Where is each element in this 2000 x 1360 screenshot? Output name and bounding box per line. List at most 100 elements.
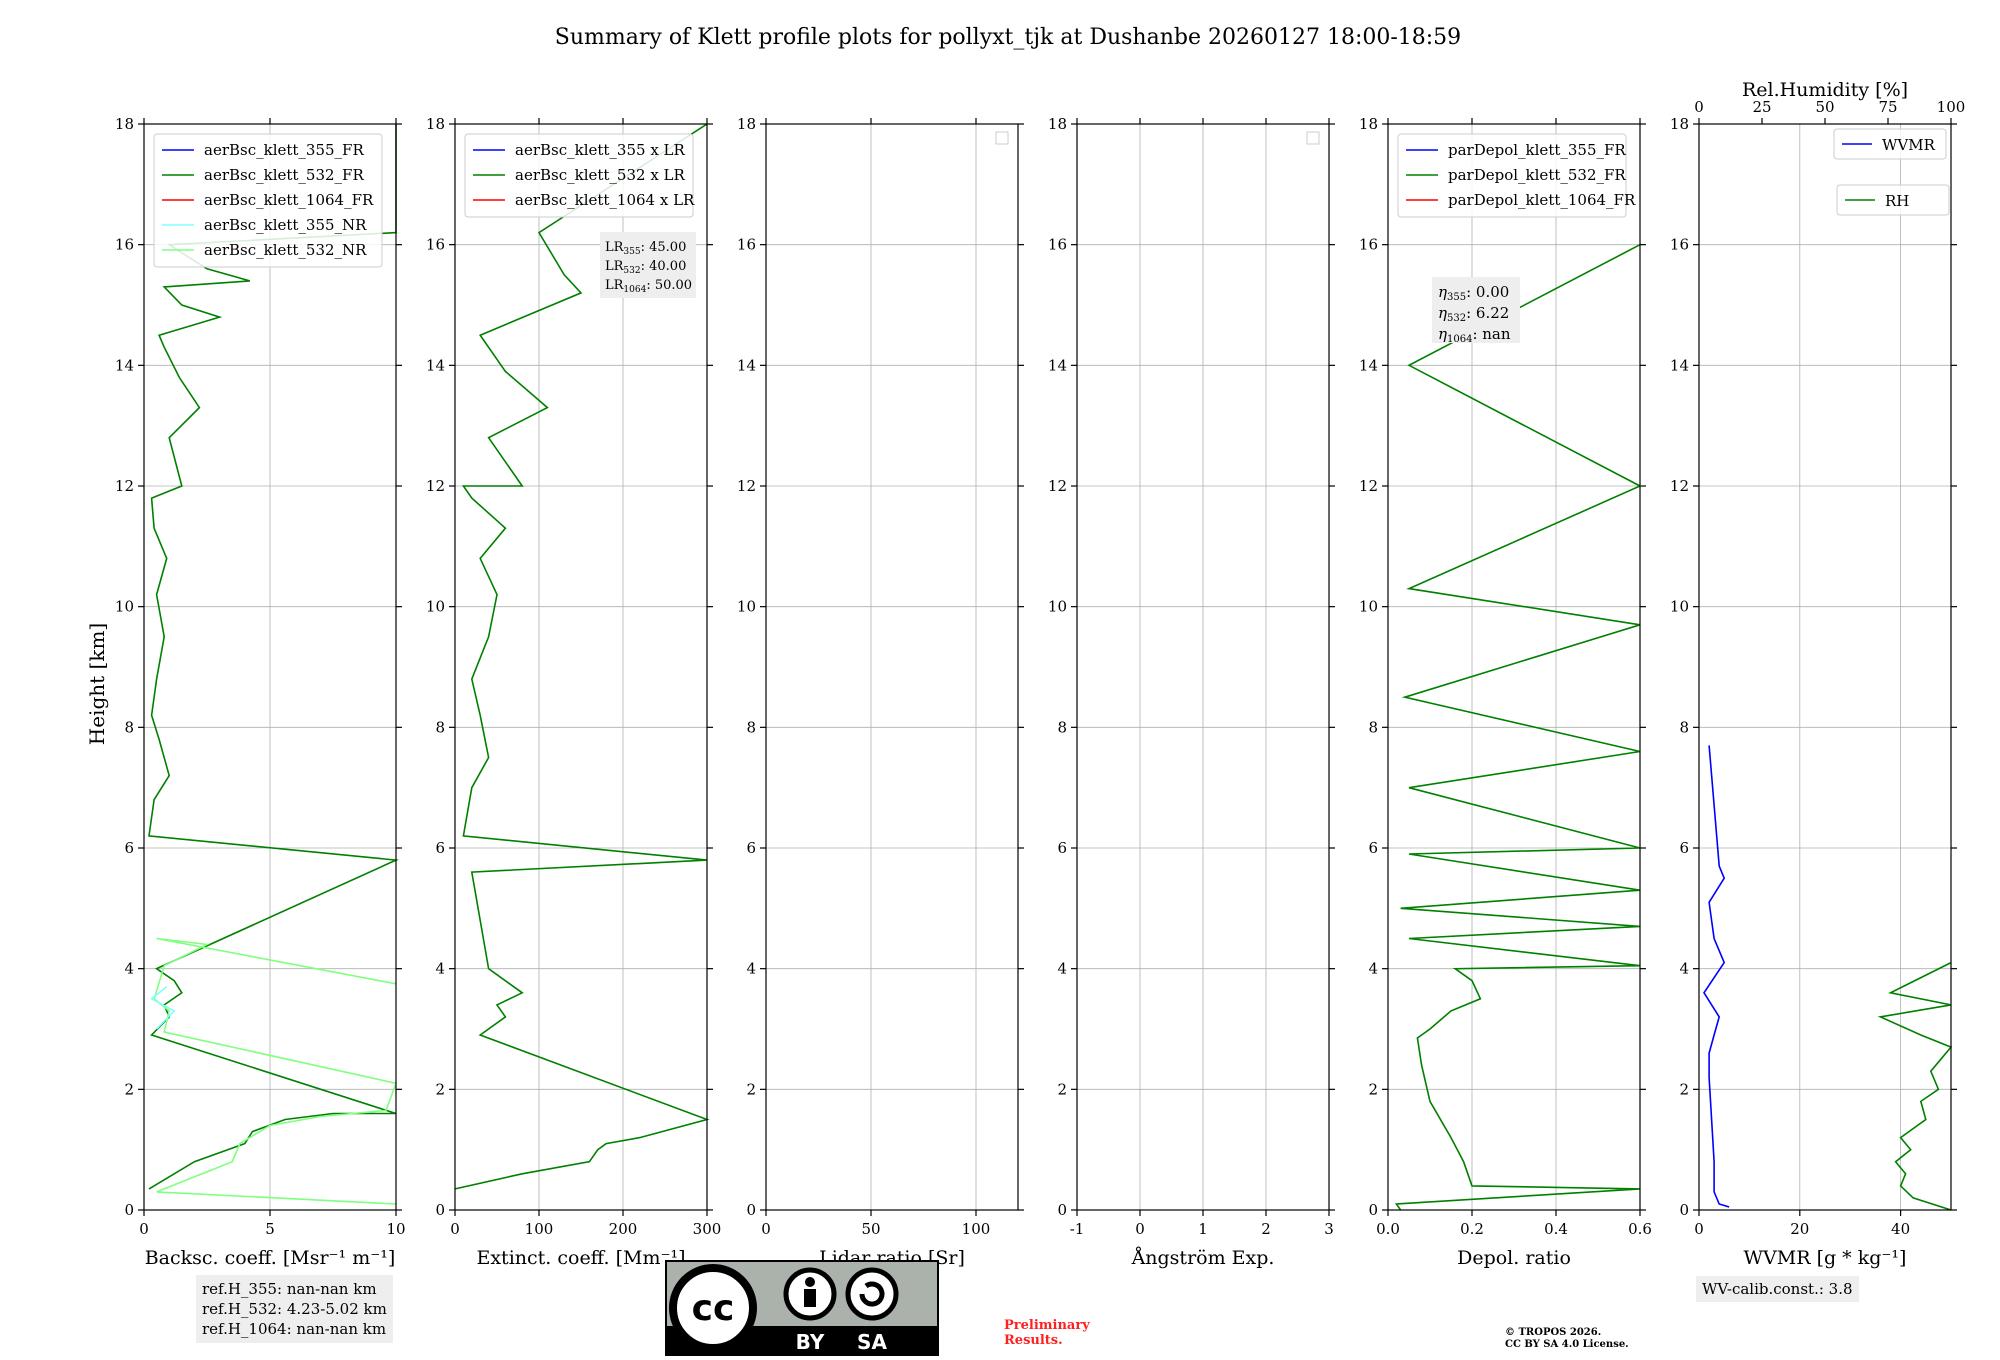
y-tick-label: 16 bbox=[115, 236, 134, 254]
x-tick-label: 0 bbox=[761, 1220, 771, 1238]
y-tick-label: 4 bbox=[1057, 960, 1067, 978]
rh-tick-label: 50 bbox=[1815, 98, 1834, 116]
series-RH bbox=[1877, 961, 1953, 1211]
y-tick-label: 4 bbox=[124, 960, 134, 978]
ref-height-1064: ref.H_1064: nan-nan km bbox=[202, 1320, 387, 1338]
series-WVMR bbox=[1703, 745, 1730, 1208]
figure-title: Summary of Klett profile plots for polly… bbox=[555, 25, 1461, 50]
y-tick-label: 12 bbox=[737, 477, 756, 495]
x-tick-label: 200 bbox=[609, 1220, 638, 1238]
legend-item: parDepol_klett_1064_FR bbox=[1448, 191, 1636, 209]
y-tick-label: 12 bbox=[1359, 477, 1378, 495]
y-tick-label: 18 bbox=[1048, 115, 1067, 133]
y-tick-label: 8 bbox=[746, 718, 756, 736]
y-tick-label: 18 bbox=[1359, 115, 1378, 133]
y-tick-label: 16 bbox=[737, 236, 756, 254]
y-tick-label: 4 bbox=[1368, 960, 1378, 978]
y-tick-label: 16 bbox=[1048, 236, 1067, 254]
rh-tick-label: 100 bbox=[1937, 98, 1966, 116]
y-tick-label: 10 bbox=[1048, 598, 1067, 616]
series-aerBsc_klett_355_NR bbox=[150, 986, 176, 1030]
x-tick-label: 2 bbox=[1261, 1220, 1271, 1238]
eta-annotation-1064: η1064: nan bbox=[1438, 325, 1511, 345]
y-tick-label: 14 bbox=[1359, 356, 1378, 374]
y-tick-label: 4 bbox=[746, 960, 756, 978]
y-tick-label: 2 bbox=[746, 1080, 756, 1098]
rh-tick-label: 0 bbox=[1694, 98, 1704, 116]
y-tick-label: 0 bbox=[1368, 1201, 1378, 1219]
y-tick-label: 8 bbox=[435, 718, 445, 736]
y-tick-label: 10 bbox=[426, 598, 445, 616]
legend-item: parDepol_klett_355_FR bbox=[1448, 141, 1626, 159]
y-tick-label: 6 bbox=[435, 839, 445, 857]
y-tick-label: 12 bbox=[1670, 477, 1689, 495]
y-tick-label: 8 bbox=[124, 718, 134, 736]
legend-box bbox=[1397, 133, 1627, 218]
y-tick-label: 12 bbox=[115, 477, 134, 495]
y-tick-label: 8 bbox=[1057, 718, 1067, 736]
y-tick-label: 6 bbox=[1368, 839, 1378, 857]
axes-frame bbox=[765, 123, 1019, 1211]
empty-legend-box bbox=[1306, 131, 1320, 145]
x-tick-label: 10 bbox=[386, 1220, 405, 1238]
axes-frame bbox=[143, 123, 397, 1211]
y-tick-label: 14 bbox=[1048, 356, 1067, 374]
y-tick-label: 12 bbox=[1048, 477, 1067, 495]
x-tick-label: 0 bbox=[1135, 1220, 1145, 1238]
series-aerBsc_klett_532_FR bbox=[148, 124, 400, 1190]
legend-box bbox=[464, 133, 694, 218]
y-tick-label: 10 bbox=[1359, 598, 1378, 616]
y-tick-label: 0 bbox=[746, 1201, 756, 1219]
x-axis-label: Ångström Exp. bbox=[1131, 1247, 1275, 1269]
legend-item: aerBsc_klett_355 x LR bbox=[515, 141, 686, 159]
y-tick-label: 0 bbox=[435, 1201, 445, 1219]
legend-box bbox=[1833, 128, 1947, 160]
x-tick-label: 3 bbox=[1324, 1220, 1334, 1238]
ref-height-532: ref.H_532: 4.23-5.02 km bbox=[202, 1300, 387, 1318]
x-axis-label: Extinct. coeff. [Mm⁻¹] bbox=[476, 1247, 685, 1269]
panel-wv: 0 20 40 0 2 4 6 8 10 12 14 16 18 0 25 50 75 100 Rel.Humidi… bbox=[1670, 79, 1965, 1269]
x-tick-label: 0.6 bbox=[1628, 1220, 1652, 1238]
copyright-note: © TROPOS 2026. CC BY SA 4.0 License. bbox=[1505, 1327, 1629, 1351]
x-tick-label: 50 bbox=[861, 1220, 880, 1238]
y-tick-label: 0 bbox=[124, 1201, 134, 1219]
y-tick-label: 14 bbox=[115, 356, 134, 374]
x-tick-label: 0 bbox=[1694, 1220, 1704, 1238]
preliminary-line-1: Preliminary bbox=[1004, 1318, 1090, 1333]
x-tick-label: 100 bbox=[525, 1220, 554, 1238]
panel-dep: 0.0 0.2 0.4 0.6 0 2 4 6 8 10 12 14 16 18 Depol. ratio p… bbox=[1359, 115, 1652, 1269]
legend-item: RH bbox=[1885, 192, 1909, 210]
axes-frame bbox=[1387, 123, 1641, 1211]
y-tick-label: 4 bbox=[435, 960, 445, 978]
copyright-line-1: © TROPOS 2026. bbox=[1505, 1327, 1602, 1338]
legend-item: aerBsc_klett_532 x LR bbox=[515, 166, 686, 184]
y-tick-label: 8 bbox=[1679, 718, 1689, 736]
legend-box bbox=[1836, 184, 1950, 216]
lr-annotation-1064: LR1064: 50.00 bbox=[605, 278, 692, 295]
y-tick-label: 2 bbox=[124, 1080, 134, 1098]
preliminary-line-2: Results. bbox=[1004, 1333, 1063, 1348]
rh-tick-label: 25 bbox=[1752, 98, 1771, 116]
x-axis-label: WVMR [g * kg⁻¹] bbox=[1744, 1247, 1907, 1269]
legend-item: aerBsc_klett_355_FR bbox=[204, 141, 364, 159]
legend-box bbox=[153, 133, 383, 268]
y-tick-label: 18 bbox=[426, 115, 445, 133]
y-tick-label: 2 bbox=[435, 1080, 445, 1098]
y-tick-label: 2 bbox=[1679, 1080, 1689, 1098]
legend-item: aerBsc_klett_355_NR bbox=[204, 216, 367, 234]
by-label: BY bbox=[796, 1330, 825, 1354]
eta-annotation-box bbox=[1432, 277, 1520, 343]
legend-item: WVMR bbox=[1882, 136, 1936, 154]
sa-icon bbox=[845, 1267, 899, 1321]
svg-text:cc: cc bbox=[692, 1288, 735, 1329]
x-tick-label: 0 bbox=[450, 1220, 460, 1238]
x-tick-label: 0.4 bbox=[1544, 1220, 1568, 1238]
y-tick-label: 16 bbox=[1670, 236, 1689, 254]
x-tick-label: 0.2 bbox=[1460, 1220, 1484, 1238]
y-tick-label: 14 bbox=[1670, 356, 1689, 374]
y-tick-label: 10 bbox=[737, 598, 756, 616]
legend-item: aerBsc_klett_1064 x LR bbox=[515, 191, 695, 209]
